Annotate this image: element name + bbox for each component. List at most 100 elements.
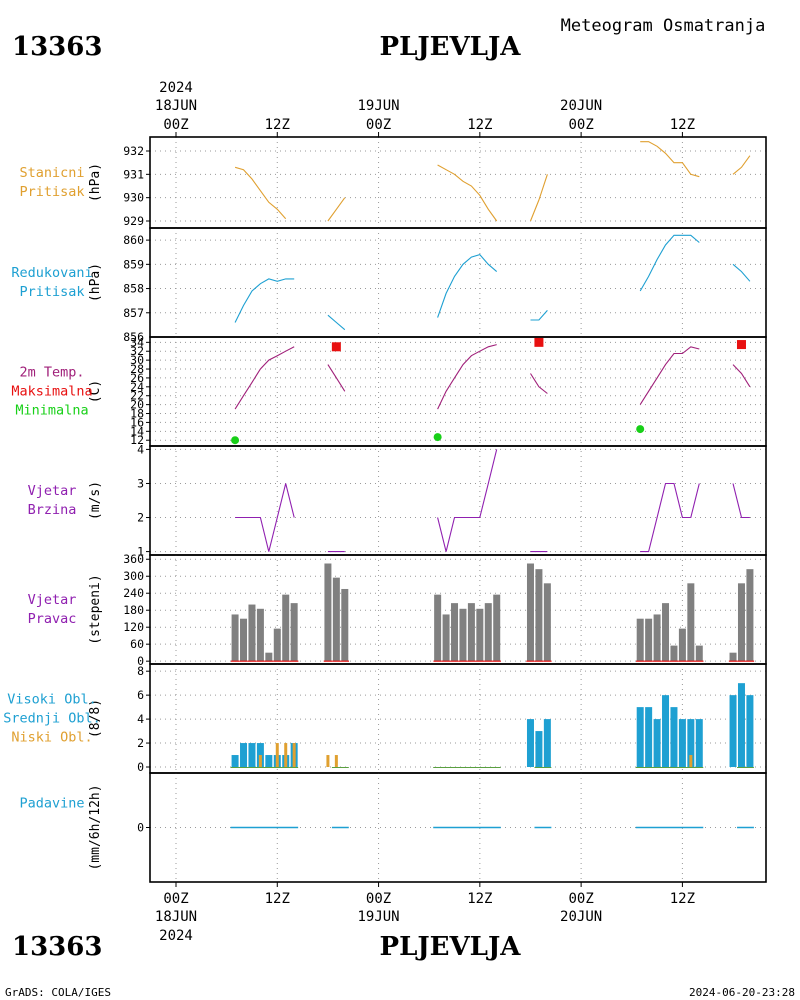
wind-direction-bar <box>687 583 695 662</box>
panel-label: Vjetar <box>28 483 77 499</box>
wind-direction-bar <box>476 608 484 662</box>
wind-direction-bar <box>434 594 442 662</box>
time-hour-top: 00Z <box>163 117 188 133</box>
series-line <box>732 364 751 388</box>
y-tick-label: 2 <box>137 511 144 525</box>
y-tick-label: 932 <box>123 144 144 158</box>
series-line <box>639 346 700 405</box>
panel-label: Pritisak <box>19 184 84 200</box>
panel-label: Padavine <box>19 796 84 812</box>
time-day-top: 18JUN <box>155 98 197 114</box>
y-tick-label: 16 <box>130 415 144 429</box>
wind-direction-bar <box>653 614 661 662</box>
time-day-bottom: 20JUN <box>560 909 602 925</box>
cloud-high-bar <box>670 707 678 768</box>
min-temp-marker <box>433 433 442 442</box>
y-tick-label: 0 <box>137 760 144 774</box>
y-tick-label: 0 <box>137 821 144 835</box>
panel-4: 0 60 120 180 240 300 360 (stepeni) Vjetar Pravac <box>28 552 767 668</box>
max-temp-marker <box>534 337 544 347</box>
panel-label: Brzina <box>28 502 77 518</box>
y-tick-label: 929 <box>123 214 144 228</box>
wind-direction-bar <box>729 652 737 662</box>
wind-direction-bar <box>240 618 248 662</box>
panel-6: 0 (mm/6h/12h) Padavine <box>19 772 767 883</box>
panel-label: Srednji Obl. <box>3 711 101 727</box>
cloud-low-bar <box>334 755 338 768</box>
time-hour-bottom: 12Z <box>467 891 492 907</box>
axis-unit-label: (hPa) <box>88 163 103 202</box>
panel-label: 2m Temp. <box>19 365 84 381</box>
wind-direction-bar <box>535 569 543 662</box>
wind-direction-bar <box>695 645 703 662</box>
wind-direction-bar <box>265 652 273 662</box>
y-tick-label: 860 <box>123 233 144 247</box>
panel-frame <box>149 445 767 556</box>
wind-direction-bar <box>341 588 349 662</box>
wind-direction-bar <box>231 614 239 662</box>
panel-label: Redukovani <box>11 265 92 281</box>
cloud-high-bar <box>746 695 754 768</box>
time-hour-top: 12Z <box>265 117 290 133</box>
wind-direction-bar <box>256 608 264 662</box>
panel-label: Vjetar <box>28 592 77 608</box>
y-tick-label: 4 <box>137 442 144 456</box>
time-hour-top: 00Z <box>568 117 593 133</box>
panel-label: Pravac <box>28 611 77 627</box>
y-tick-label: 300 <box>123 569 144 583</box>
y-tick-label: 8 <box>137 664 144 678</box>
min-temp-marker <box>231 436 240 445</box>
cloud-low-bar <box>292 743 296 768</box>
cloud-high-bar <box>240 743 248 768</box>
wind-direction-bar <box>451 603 459 662</box>
year-label-top: 2024 <box>159 80 193 96</box>
y-tick-label: 30 <box>130 353 144 367</box>
series-line <box>640 141 700 178</box>
cloud-high-bar <box>265 755 273 768</box>
panel-frame <box>149 772 767 883</box>
cloud-low-bar <box>689 755 693 768</box>
y-tick-label: 6 <box>137 688 144 702</box>
station-name-bottom: PLJEVLJA <box>380 932 522 962</box>
time-hour-bottom: 12Z <box>265 891 290 907</box>
panel-0: 929 930 931 932 (hPa) Stanicni Pritisak <box>19 136 767 229</box>
y-tick-label: 120 <box>123 620 144 634</box>
product-title: Meteogram Osmatranja <box>561 16 766 36</box>
series-line <box>437 253 498 318</box>
time-axis: 2024 2024 00Z 00Z 18JUN 18JUN 12Z 12Z 00Z 00Z 19JU… <box>155 80 695 944</box>
y-tick-label: 34 <box>130 335 144 349</box>
series-line <box>327 197 346 222</box>
series-line <box>327 314 346 331</box>
cloud-high-bar <box>231 755 239 768</box>
time-day-top: 19JUN <box>357 98 399 114</box>
y-tick-label: 2 <box>137 736 144 750</box>
wind-direction-bar <box>467 603 475 662</box>
series-line <box>639 234 700 292</box>
time-hour-top: 00Z <box>366 117 391 133</box>
panel-label: Minimalna <box>15 403 88 419</box>
series-line <box>235 483 295 552</box>
panel-label: Visoki Obl. <box>7 692 96 708</box>
header: 13363 PLJEVLJA Meteogram Osmatranja 1336… <box>5 16 795 999</box>
y-tick-label: 859 <box>123 257 144 271</box>
wind-direction-bar <box>493 594 501 662</box>
cloud-high-bar <box>687 719 695 768</box>
y-tick-label: 1 <box>137 545 144 559</box>
wind-direction-bar <box>442 614 450 662</box>
wind-direction-bar <box>526 563 534 662</box>
cloud-low-bar <box>284 743 288 768</box>
wind-direction-bar <box>662 603 670 662</box>
y-tick-label: 931 <box>123 167 144 181</box>
series-line <box>530 373 548 394</box>
series-line <box>732 263 751 282</box>
wind-direction-bar <box>543 583 551 662</box>
y-tick-label: 930 <box>123 191 144 205</box>
series-line <box>234 166 287 220</box>
wind-direction-bar <box>273 628 281 662</box>
y-tick-label: 24 <box>130 380 144 394</box>
time-hour-bottom: 12Z <box>670 891 695 907</box>
panel-3: 1 2 3 4 (m/s) Vjetar Brzina <box>28 442 767 559</box>
wind-direction-bar <box>636 618 644 662</box>
y-tick-label: 858 <box>123 282 144 296</box>
cloud-high-bar <box>535 731 543 768</box>
